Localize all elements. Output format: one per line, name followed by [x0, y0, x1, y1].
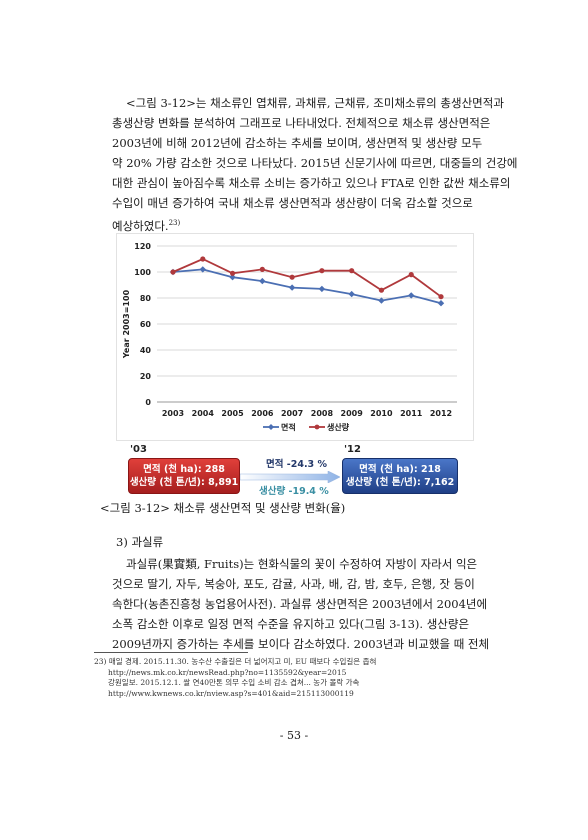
text-line: 대한 관심이 높아짐수록 채소류 소비는 증가하고 있으나 FTA로 인한 값싼…: [112, 176, 511, 190]
data-point: [349, 268, 355, 274]
start-production-text: 생산량 (천 톤/년): 8,891: [129, 477, 239, 488]
text-line: 수입이 매년 증가하여 국내 채소류 생산면적과 생산량이 더욱 감소할 것으로: [112, 196, 473, 210]
data-point: [348, 290, 355, 298]
start-values-box: 면적 (천 ha): 288 생산량 (천 톤/년): 8,891: [128, 458, 240, 494]
y-tick-label: 100: [134, 268, 151, 277]
legend-label: 생산량: [327, 422, 350, 432]
text-line: 것으로 딸기, 자두, 복숭아, 포도, 감귤, 사과, 배, 감, 밤, 호두…: [112, 577, 475, 591]
y-tick-label: 120: [134, 242, 151, 251]
production-change-label: 생산량 -19.4 %: [259, 486, 329, 497]
start-area-text: 면적 (천 ha): 288: [143, 464, 225, 475]
change-summary: '03 '12 면적 (천 ha): 288 생산량 (천 톤/년): 8,89…: [116, 444, 472, 497]
text-line: 총생산량 변화를 분석하여 그래프로 나타내었다. 전체적으로 채소류 생산면적…: [112, 116, 491, 130]
end-area-text: 면적 (천 ha): 218: [359, 464, 441, 475]
page-number: - 53 -: [279, 729, 309, 742]
series-line: [172, 258, 442, 298]
data-point: [259, 277, 266, 285]
x-tick-label: 2003: [162, 409, 184, 418]
body-paragraph-1: <그림 3-12>는 채소류인 엽채류, 과채류, 근채류, 조미채소류의 총생…: [112, 93, 518, 236]
data-point: [229, 270, 236, 276]
data-point: [319, 268, 325, 274]
footnote-divider: [94, 652, 248, 653]
data-point: [199, 266, 206, 273]
y-tick-label: 0: [145, 398, 151, 407]
y-tick-label: 20: [140, 372, 152, 381]
y-axis-label: Year 2003=100: [122, 289, 131, 359]
body-paragraph-2: 과실류(果實類, Fruits)는 현화식물의 꽃이 수정하여 자방이 자라서 …: [112, 554, 490, 654]
x-tick-label: 2007: [281, 409, 303, 418]
x-tick-label: 2012: [430, 409, 452, 418]
x-tick-label: 2006: [251, 409, 274, 418]
legend-label: 면적: [281, 422, 296, 432]
data-point: [438, 294, 444, 300]
data-point: [378, 297, 385, 304]
x-tick-label: 2008: [311, 409, 334, 418]
text-line: 2003년에 비해 2012년에 감소하는 추세를 보이며, 생산면적 및 생산…: [112, 136, 483, 150]
data-point: [437, 300, 445, 307]
legend-marker: [268, 424, 274, 430]
end-values-box: 면적 (천 ha): 218 생산량 (천 톤/년): 7,162: [342, 458, 458, 494]
legend-marker: [314, 424, 320, 430]
footnote-link: http://www.kwnews.co.kr/nview.asp?s=401&…: [108, 688, 354, 698]
text-line: 2009년까지 증가하는 추세를 보이다 감소하였다. 2003년과 비교했을 …: [112, 637, 490, 651]
x-tick-label: 2009: [341, 409, 364, 418]
text-line: 예상하였다.23): [112, 213, 490, 236]
footnote-line: 강원일보. 2015.12.1. 쌀 연40만톤 의무 수입 소비 감소 겹쳐.…: [108, 678, 360, 687]
text-line: 약 20% 가량 감소한 것으로 나타났다. 2015년 신문기사에 따르면, …: [112, 156, 518, 170]
data-point: [408, 292, 415, 299]
end-year-label: '12: [344, 444, 361, 455]
right-arrow-icon: [240, 471, 340, 483]
text-line: <그림 3-12>는 채소류인 엽채류, 과채류, 근채류, 조미채소류의 총생…: [126, 96, 504, 110]
x-tick-label: 2005: [221, 409, 244, 418]
x-tick-label: 2010: [370, 409, 393, 418]
x-tick-label: 2004: [192, 409, 215, 418]
data-point: [408, 272, 414, 278]
data-point: [288, 284, 296, 291]
end-production-text: 생산량 (천 톤/년): 7,162: [345, 477, 455, 488]
data-point: [289, 274, 295, 280]
data-point: [259, 266, 265, 272]
y-tick-label: 40: [140, 346, 152, 355]
y-tick-label: 60: [140, 320, 152, 329]
x-tick-label: 2011: [400, 409, 423, 418]
y-tick-label: 80: [140, 294, 152, 303]
text-line-end: 예상하였다.: [112, 218, 169, 233]
figure-caption: <그림 3-12> 채소류 생산면적 및 생산량 변화(율): [100, 501, 346, 515]
data-point: [200, 256, 206, 262]
section-heading: 3) 과실류: [116, 535, 164, 549]
line-chart: 0 20 40 60 80 100 120 2003 2004 2005 2006 2007 2008 2…: [116, 233, 474, 441]
footnote-ref: 23): [168, 219, 181, 227]
chart-svg: 0 20 40 60 80 100 120 2003 2004 2005 2006 2007 2008 2…: [122, 242, 457, 432]
start-year-label: '03: [130, 444, 147, 455]
text-line: 소폭 감소한 이후로 일정 면적 수준을 유지하고 있다(그림 3-13). 생…: [112, 617, 470, 631]
text-line: 과실류(果實類, Fruits)는 현화식물의 꽃이 수정하여 자방이 자라서 …: [126, 557, 478, 571]
data-point: [170, 269, 176, 275]
footnote-link: http://news.mk.co.kr/newsRead.php?no=113…: [108, 667, 347, 677]
data-point: [318, 285, 326, 293]
text-line: 속한다(농촌진흥청 농업용어사전). 과실류 생산면적은 2003년에서 200…: [112, 597, 488, 611]
footnote-line: 23) 매일 경제. 2015.11.30. 농수산 수출길은 더 넓어지고 미…: [94, 657, 377, 666]
series-line: [172, 268, 442, 305]
data-point: [378, 287, 385, 293]
footnotes: 23) 매일 경제. 2015.11.30. 농수산 수출길은 더 넓어지고 미…: [94, 657, 376, 699]
area-change-label: 면적 -24.3 %: [266, 459, 327, 470]
data-point: [229, 274, 236, 281]
